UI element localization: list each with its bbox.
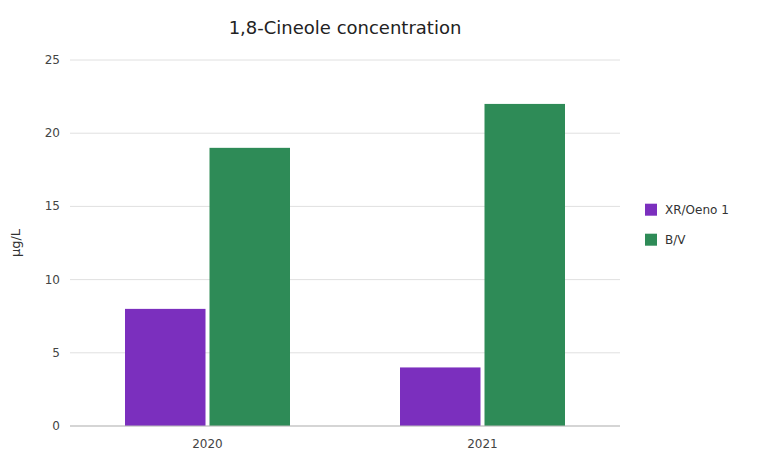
- x-tick-label: 2021: [467, 437, 498, 451]
- y-tick-label: 10: [45, 273, 60, 287]
- grid-line: [70, 426, 620, 427]
- grid: [70, 60, 620, 426]
- bar: [125, 309, 206, 426]
- legend-swatch: [645, 204, 657, 216]
- x-axis-line: [70, 426, 620, 427]
- y-axis-label: μg/L: [8, 228, 23, 257]
- y-tick-label: 0: [52, 419, 60, 433]
- chart-svg: 1,8-Cineole concentration μg/L 0 5 10 15 20 25 2…: [0, 0, 780, 471]
- chart-container: 1,8-Cineole concentration μg/L 0 5 10 15 20 25 2…: [0, 0, 780, 471]
- legend-swatch: [645, 234, 657, 246]
- legend: XR/Oeno 1 B/V: [645, 203, 729, 247]
- y-tick-label: 15: [45, 199, 60, 213]
- bars: [125, 104, 565, 426]
- y-tick-label: 20: [45, 126, 60, 140]
- y-tick-label: 25: [45, 53, 60, 67]
- legend-label: XR/Oeno 1: [665, 203, 729, 217]
- bar: [485, 104, 566, 426]
- grid-line: [70, 60, 620, 61]
- bar: [210, 148, 291, 426]
- y-tick-label: 5: [52, 346, 60, 360]
- legend-label: B/V: [665, 233, 686, 247]
- bar: [400, 367, 481, 426]
- chart-title: 1,8-Cineole concentration: [229, 17, 462, 38]
- x-tick-label: 2020: [192, 437, 223, 451]
